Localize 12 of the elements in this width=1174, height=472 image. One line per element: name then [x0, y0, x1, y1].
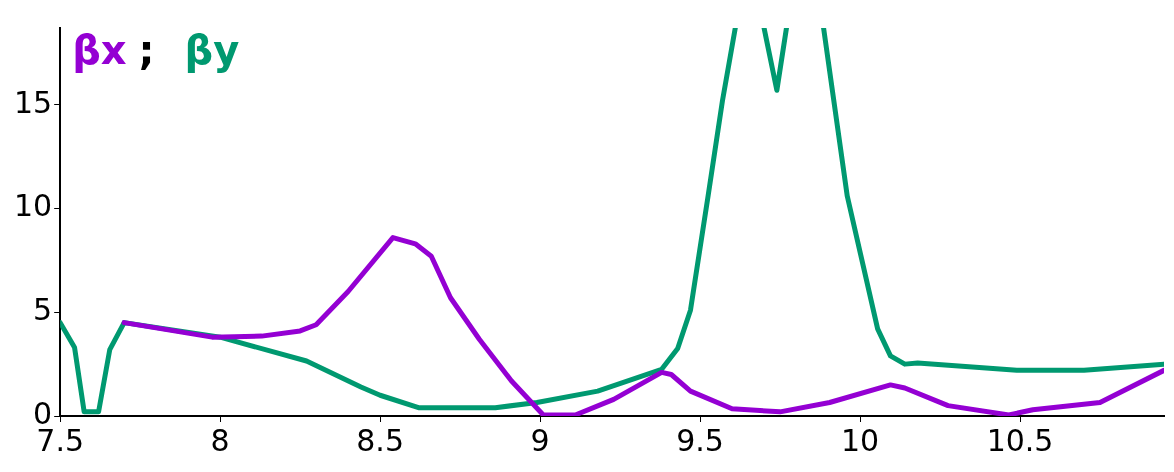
x-tick-label: 10.5	[986, 422, 1054, 458]
text: βx	[72, 27, 127, 74]
x-tick-label: 10	[840, 422, 880, 458]
y-tick-label: 10	[13, 188, 53, 224]
x-tick-label: 8.5	[356, 422, 404, 458]
y-tick-label: 5	[33, 292, 53, 328]
text: βy	[184, 27, 240, 74]
x-tick-label: 9	[530, 422, 550, 458]
x-tick-label: 9.5	[676, 422, 724, 458]
annotation: ;	[138, 27, 155, 74]
y-tick-label: 15	[13, 84, 53, 120]
x-tick-label: 8	[210, 422, 230, 458]
